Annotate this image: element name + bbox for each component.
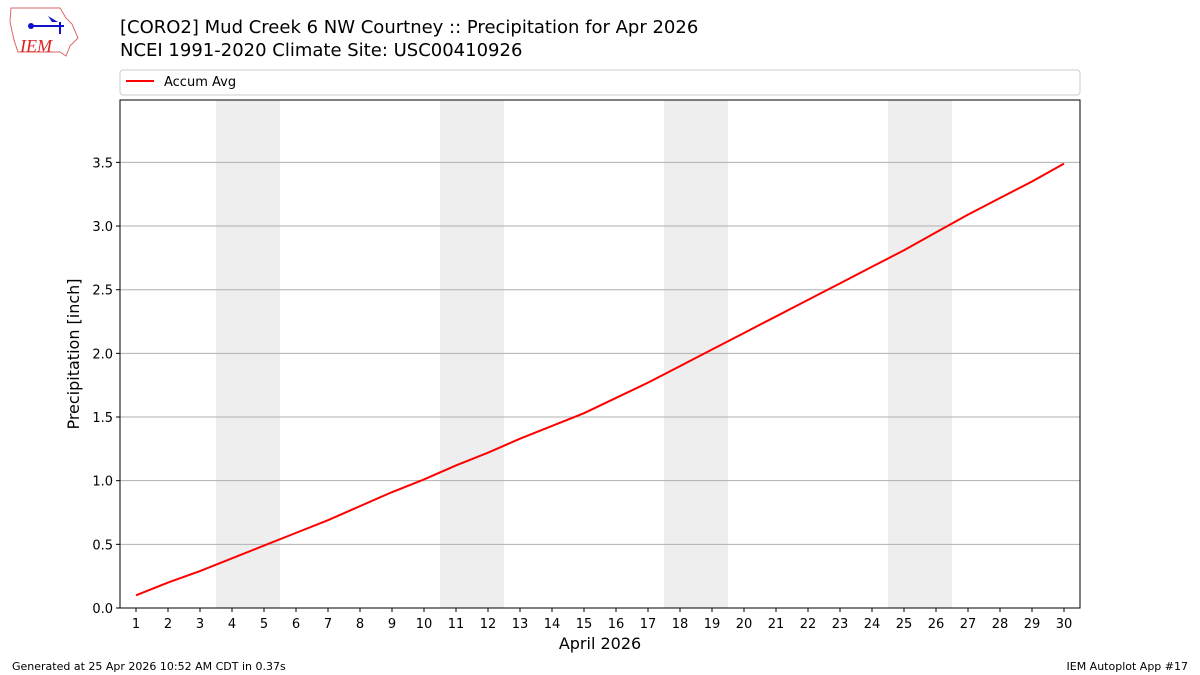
y-tick-label: 1.0 <box>92 475 113 490</box>
x-tick-label: 7 <box>324 617 332 632</box>
y-tick-label: 0.0 <box>92 602 113 617</box>
x-tick-label: 15 <box>576 617 593 632</box>
x-tick-label: 9 <box>388 617 396 632</box>
x-tick-label: 23 <box>832 617 849 632</box>
weekend-shade <box>216 100 280 608</box>
weekend-shade <box>888 100 952 608</box>
x-tick-label: 3 <box>196 617 204 632</box>
x-tick-label: 25 <box>896 617 913 632</box>
y-tick-label: 2.5 <box>92 284 113 299</box>
x-axis-label: April 2026 <box>559 634 641 653</box>
y-tick-label: 3.5 <box>92 156 113 171</box>
generated-timestamp: Generated at 25 Apr 2026 10:52 AM CDT in… <box>12 660 286 673</box>
x-tick-label: 19 <box>704 617 721 632</box>
x-tick-label: 28 <box>992 617 1009 632</box>
legend-label: Accum Avg <box>164 75 236 90</box>
x-tick-label: 12 <box>480 617 497 632</box>
x-tick-label: 1 <box>132 617 140 632</box>
x-tick-label: 16 <box>608 617 625 632</box>
series-line-accum-avg <box>135 162 1065 597</box>
svg-text:IEM: IEM <box>19 36 53 56</box>
x-tick-label: 8 <box>356 617 364 632</box>
chart-subtitle: NCEI 1991-2020 Climate Site: USC00410926 <box>120 40 523 61</box>
x-tick-label: 21 <box>768 617 785 632</box>
app-label: IEM Autoplot App #17 <box>1066 660 1189 673</box>
legend: Accum Avg <box>119 69 1081 96</box>
y-tick-label: 0.5 <box>92 538 113 553</box>
y-tick-label: 2.0 <box>92 347 113 362</box>
y-axis-label: Precipitation [inch] <box>64 278 83 429</box>
x-tick-label: 20 <box>736 617 753 632</box>
x-tick-label: 17 <box>640 617 657 632</box>
y-tick-label: 3.0 <box>92 220 113 235</box>
y-tick-label: 1.5 <box>92 411 113 426</box>
x-tick-label: 14 <box>544 617 561 632</box>
x-tick-label: 4 <box>228 617 236 632</box>
x-tick-label: 30 <box>1056 617 1073 632</box>
x-tick-label: 11 <box>448 617 465 632</box>
x-tick-label: 5 <box>260 617 268 632</box>
weekend-shade <box>664 100 728 608</box>
x-tick-label: 18 <box>672 617 689 632</box>
x-tick-label: 2 <box>164 617 172 632</box>
iem-logo: IEM <box>9 7 79 57</box>
x-tick-label: 13 <box>512 617 529 632</box>
chart-title: [CORO2] Mud Creek 6 NW Courtney :: Preci… <box>120 17 699 38</box>
x-tick-label: 27 <box>960 617 977 632</box>
x-tick-label: 26 <box>928 617 945 632</box>
x-tick-label: 10 <box>416 617 433 632</box>
weekend-shade <box>440 100 504 608</box>
x-tick-label: 24 <box>864 617 881 632</box>
x-tick-label: 6 <box>292 617 300 632</box>
x-tick-label: 22 <box>800 617 817 632</box>
axes-frame <box>119 99 1081 609</box>
x-tick-label: 29 <box>1024 617 1041 632</box>
